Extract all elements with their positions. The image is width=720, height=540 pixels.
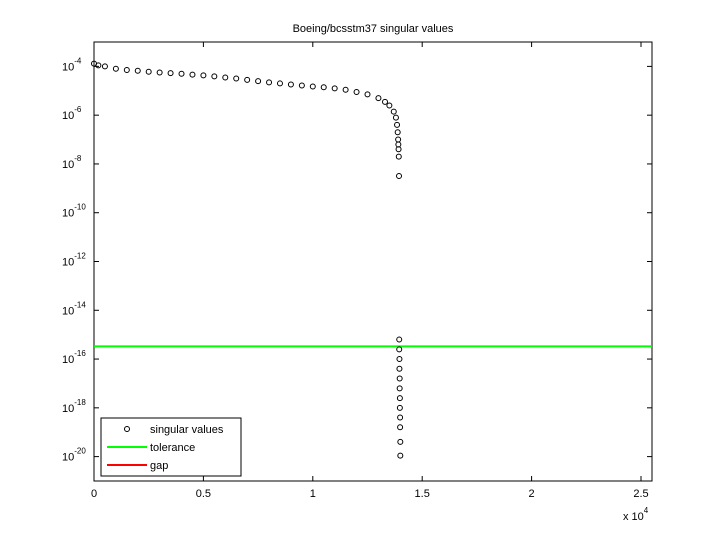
data-point [396, 346, 403, 353]
y-tick-base: 10 [62, 403, 74, 415]
y-tick-label: 10-12 [62, 252, 86, 269]
data-point [396, 375, 403, 382]
y-tick-base: 10 [62, 452, 74, 464]
y-tick-label: 10-16 [62, 349, 86, 366]
y-tick-label: 10-18 [62, 398, 86, 415]
y-tick-base: 10 [62, 257, 74, 269]
data-point [309, 83, 316, 90]
data-point [397, 438, 404, 445]
y-tick-exponent: -6 [74, 105, 82, 114]
data-point [397, 414, 404, 421]
y-tick-base: 10 [62, 305, 74, 317]
x-tick-label: 2 [529, 488, 535, 500]
y-tick-label: 10-6 [62, 105, 82, 122]
legend-label: tolerance [150, 442, 195, 454]
y-tick-label: 10-8 [62, 154, 82, 171]
data-point [101, 63, 108, 70]
data-point [200, 72, 207, 79]
data-point [134, 67, 141, 74]
data-point [331, 85, 338, 92]
data-point [244, 76, 251, 83]
data-point [112, 65, 119, 72]
data-point [382, 98, 389, 105]
x-multiplier-base: x 10 [623, 511, 644, 523]
y-tick-label: 10-20 [62, 447, 86, 464]
data-point [396, 395, 403, 402]
data-point [178, 70, 185, 77]
data-point [375, 95, 382, 102]
data-point [396, 356, 403, 363]
legend-label: singular values [150, 424, 224, 436]
y-tick-label: 10-14 [62, 300, 86, 317]
y-tick-exponent: -16 [74, 349, 86, 358]
x-tick-label: 0 [91, 488, 97, 500]
x-tick-label: 1 [310, 488, 316, 500]
data-point [123, 67, 130, 74]
data-point [255, 78, 262, 85]
data-point [364, 91, 371, 98]
data-point [320, 84, 327, 91]
data-point [396, 385, 403, 392]
y-tick-base: 10 [62, 61, 74, 73]
data-point [353, 89, 360, 96]
data-point [189, 71, 196, 78]
x-tick-label: 2.5 [633, 488, 648, 500]
data-point [167, 70, 174, 77]
data-point [390, 108, 397, 115]
data-point [397, 424, 404, 431]
legend-label: gap [150, 460, 168, 472]
data-point [145, 68, 152, 75]
data-point [395, 153, 402, 160]
data-point [396, 336, 403, 343]
y-tick-exponent: -12 [74, 252, 86, 261]
data-point [386, 102, 393, 109]
y-tick-exponent: -14 [74, 300, 86, 309]
data-point [233, 75, 240, 82]
data-point [395, 146, 402, 153]
data-point [397, 452, 404, 459]
y-tick-label: 10-4 [62, 56, 82, 73]
y-tick-exponent: -18 [74, 398, 86, 407]
data-point [222, 74, 229, 81]
x-tick-label: 0.5 [196, 488, 211, 500]
x-tick-label: 1.5 [415, 488, 430, 500]
data-point [396, 404, 403, 411]
y-tick-base: 10 [62, 110, 74, 122]
data-point [211, 73, 218, 80]
y-tick-base: 10 [62, 208, 74, 220]
data-point [396, 173, 403, 180]
data-point [156, 69, 163, 76]
data-point [276, 80, 283, 87]
y-tick-exponent: -20 [74, 447, 86, 456]
data-point [394, 129, 401, 136]
legend-marker [124, 426, 130, 432]
x-multiplier: x 104 [623, 506, 649, 523]
y-tick-exponent: -8 [74, 154, 82, 163]
y-tick-base: 10 [62, 159, 74, 171]
chart-title: Boeing/bcsstm37 singular values [293, 23, 454, 35]
data-point [396, 365, 403, 372]
data-point [287, 81, 294, 88]
data-point [266, 79, 273, 86]
y-tick-exponent: -10 [74, 203, 86, 212]
y-tick-label: 10-10 [62, 203, 86, 220]
data-point [394, 121, 401, 128]
x-multiplier-exponent: 4 [644, 506, 649, 515]
y-tick-exponent: -4 [74, 56, 82, 65]
y-tick-base: 10 [62, 354, 74, 366]
data-point [298, 82, 305, 89]
plot-area [93, 41, 653, 482]
data-point [342, 86, 349, 93]
data-point [95, 62, 102, 69]
data-point [392, 114, 399, 121]
